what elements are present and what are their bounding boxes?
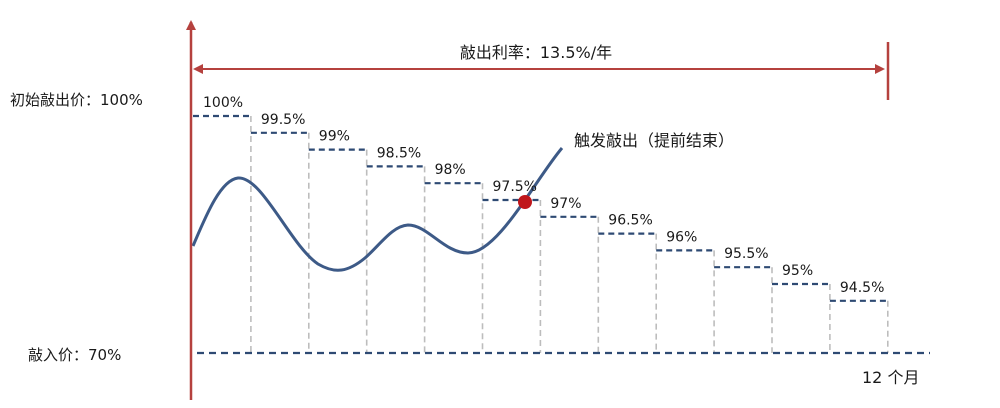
step-label-7: 97% bbox=[550, 196, 581, 212]
step-label-6: 97.5% bbox=[493, 179, 537, 195]
step-labels: 100% 99.5% 99% 98.5% 98% 97.5% 97% 96.5% 96% 95.5… bbox=[203, 95, 884, 296]
step-label-3: 99% bbox=[319, 129, 350, 145]
step-label-4: 98.5% bbox=[377, 145, 421, 161]
step-label-2: 99.5% bbox=[261, 112, 305, 128]
step-label-11: 95% bbox=[782, 263, 813, 279]
period-end-label: 12 个月 bbox=[862, 368, 919, 387]
initial-price-label: 初始敲出价：100% bbox=[10, 91, 143, 109]
knockout-marker bbox=[518, 195, 532, 209]
price-path bbox=[191, 147, 564, 272]
step-label-12: 94.5% bbox=[840, 280, 884, 296]
step-label-8: 96.5% bbox=[608, 213, 652, 229]
trigger-label: 触发敲出（提前结束） bbox=[574, 131, 734, 150]
step-label-5: 98% bbox=[435, 162, 466, 178]
vertical-guides bbox=[250, 116, 889, 353]
step-label-1: 100% bbox=[203, 95, 243, 111]
step-label-10: 95.5% bbox=[724, 246, 768, 262]
knockout-rate-label: 敲出利率：13.5%/年 bbox=[460, 43, 612, 62]
knock-in-label: 敲入价：70% bbox=[28, 346, 121, 364]
step-label-9: 96% bbox=[666, 229, 697, 245]
